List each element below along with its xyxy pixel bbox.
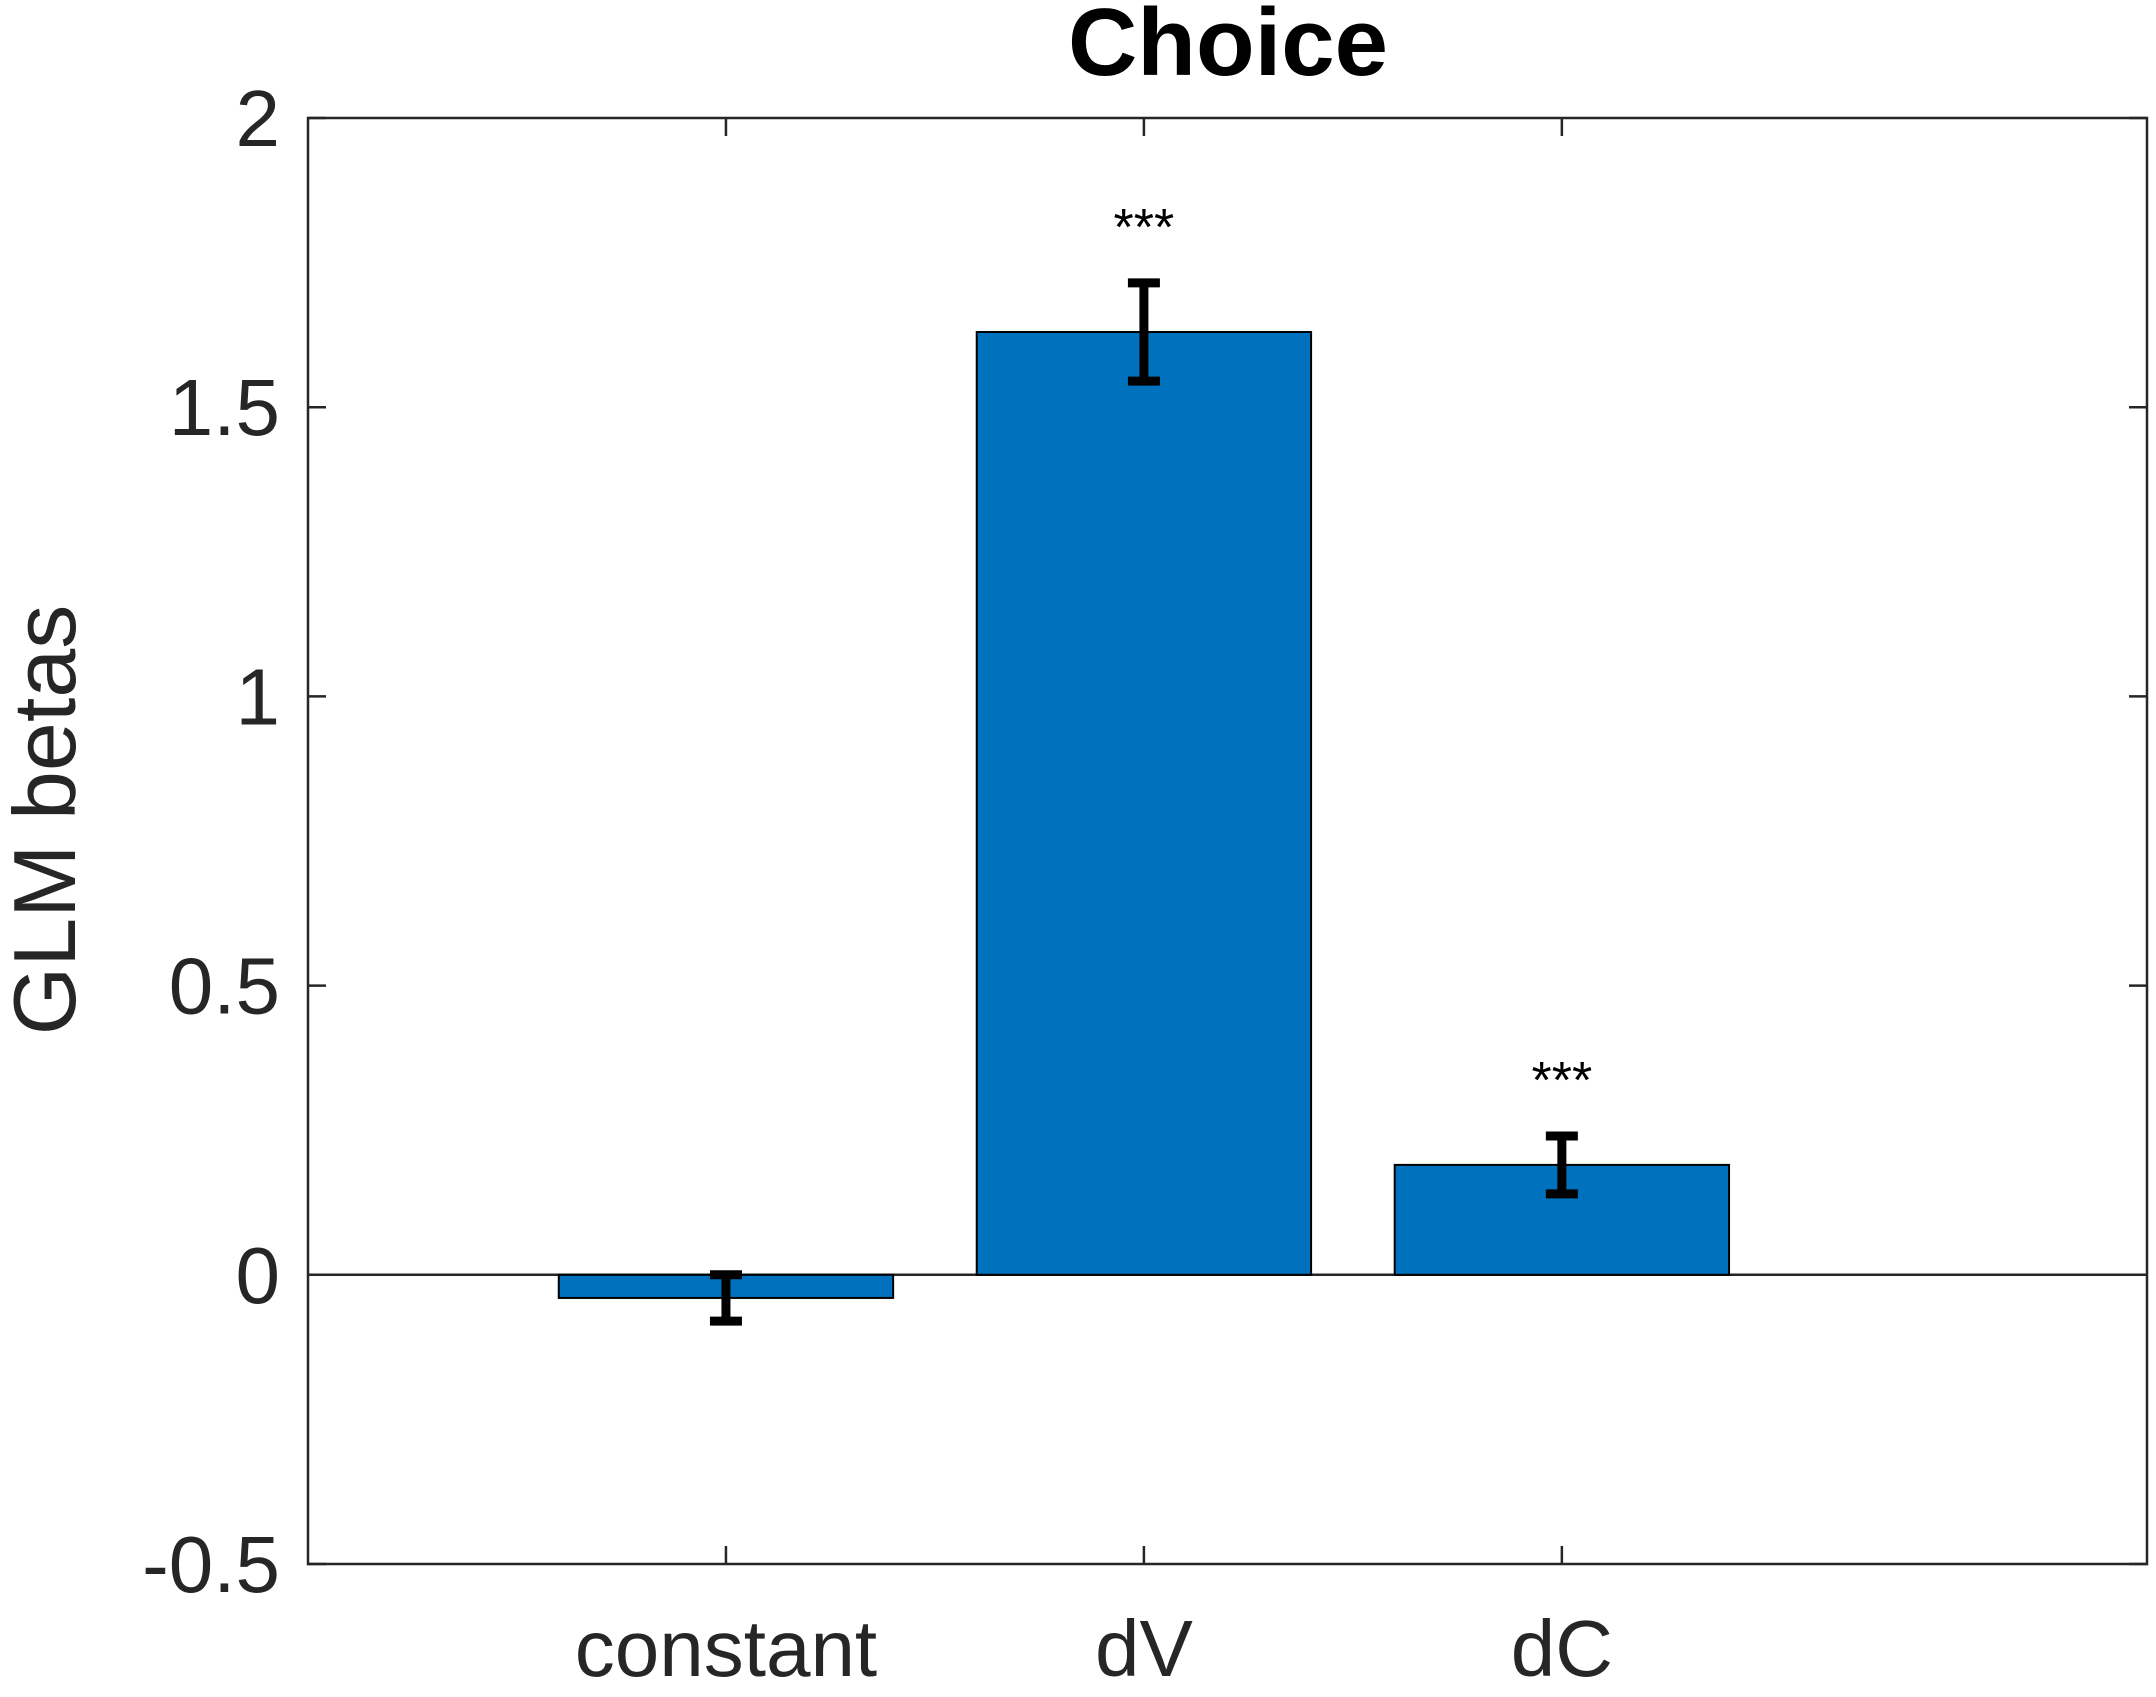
y-tick-label: 1.5 [169, 363, 280, 452]
axes-box [306, 116, 2149, 1566]
y-tick-label: -0.5 [142, 1520, 280, 1609]
significance-label-dV: *** [1114, 199, 1175, 257]
plot-area: -0.5 0 0.5 1 1.5 2 constant *** dV *** dC [142, 74, 2149, 1693]
y-tick-label: 0 [236, 1231, 281, 1320]
x-tick-label: constant [575, 1604, 877, 1692]
chart-title: Choice [1068, 0, 1388, 96]
y-tick-label: 1 [236, 652, 281, 741]
x-tick-label: dC [1511, 1604, 1613, 1692]
y-tick-label: 2 [236, 74, 281, 163]
y-axis-label: GLM betas [0, 605, 94, 1035]
y-tick-label: 0.5 [169, 942, 280, 1031]
bar-dV [975, 331, 1313, 1276]
significance-label-dC: *** [1532, 1052, 1593, 1110]
x-tick-label: dV [1095, 1604, 1193, 1692]
